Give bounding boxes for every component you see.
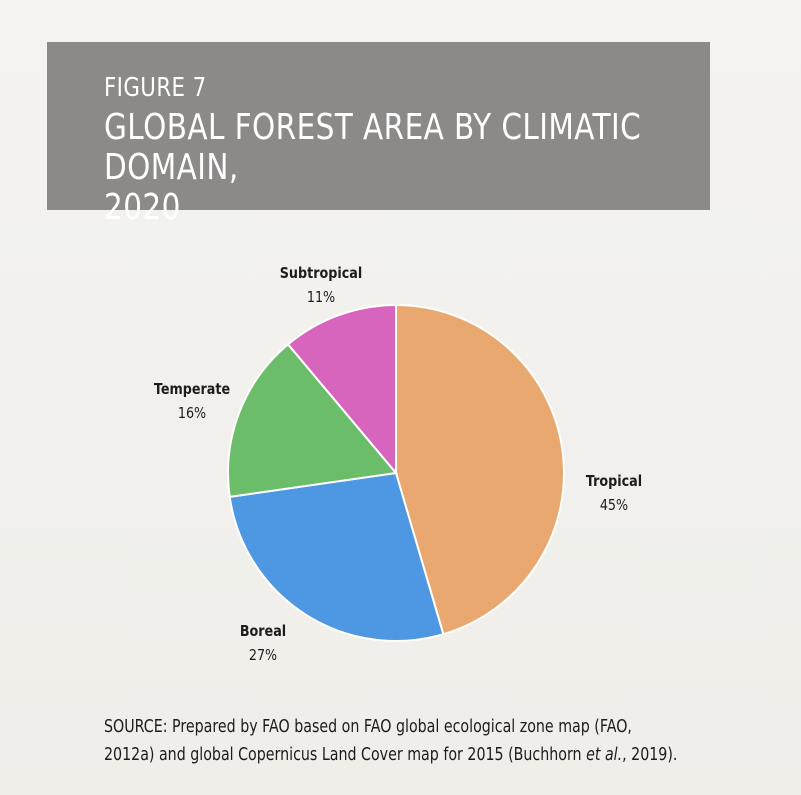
source-line-2b: , 2019).	[622, 744, 678, 765]
figure-title: GLOBAL FOREST AREA BY CLIMATIC DOMAIN, 2…	[104, 108, 694, 228]
slice-value-subtropical: 11%	[307, 289, 335, 306]
figure-title-line-2: 2020	[104, 187, 181, 228]
slice-label-boreal: Boreal	[240, 623, 286, 640]
slice-value-boreal: 27%	[249, 647, 277, 664]
source-line-2a: 2012a) and global Copernicus Land Cover …	[104, 744, 587, 765]
pie-slice-subtropical	[286, 303, 397, 476]
pie-slice-temperate	[227, 342, 398, 499]
source-line-2-italic: et al.	[586, 744, 623, 765]
figure-banner: FIGURE 7 GLOBAL FOREST AREA BY CLIMATIC …	[47, 42, 710, 228]
pie-slice-boreal	[228, 471, 445, 642]
figure-title-line-1: GLOBAL FOREST AREA BY CLIMATIC DOMAIN,	[104, 107, 642, 188]
source-note: SOURCE: Prepared by FAO based on FAO glo…	[104, 713, 704, 769]
figure-number: FIGURE 7	[104, 73, 207, 103]
pie-slice-tropical	[395, 303, 565, 636]
slice-label-temperate: Temperate	[154, 381, 230, 398]
slice-label-subtropical: Subtropical	[280, 265, 362, 282]
slice-label-tropical: Tropical	[586, 473, 642, 490]
slice-value-temperate: 16%	[178, 405, 206, 422]
source-line-1: SOURCE: Prepared by FAO based on FAO glo…	[104, 716, 632, 737]
slice-value-tropical: 45%	[600, 497, 628, 514]
